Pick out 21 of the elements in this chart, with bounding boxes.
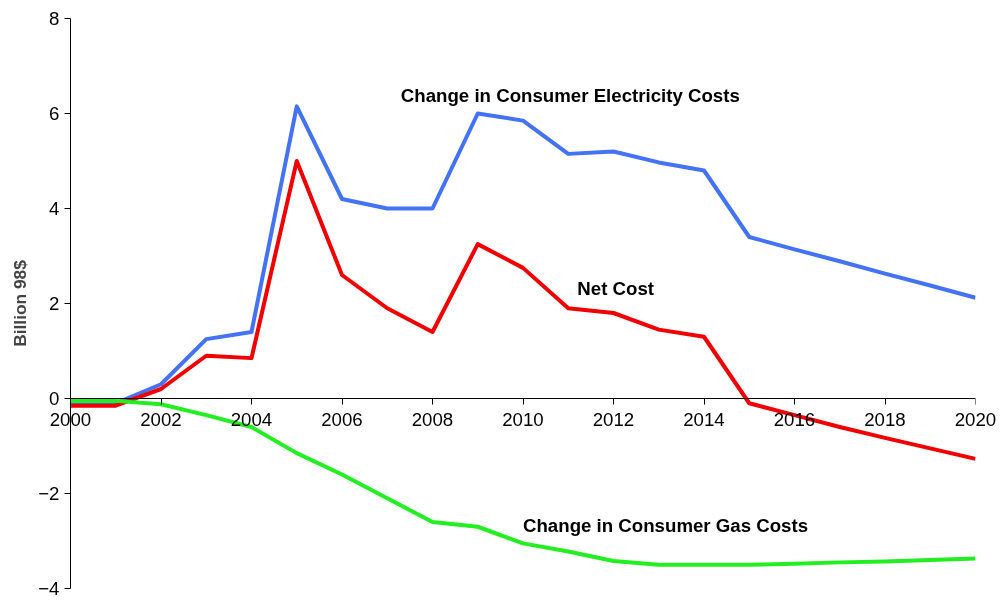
series-label: Change in Consumer Gas Costs	[523, 515, 809, 537]
y-tick-label: 2	[49, 293, 60, 314]
x-tick-label: 2010	[502, 408, 544, 430]
x-tick-label: 2008	[411, 408, 454, 430]
x-tick-label: 2014	[683, 408, 725, 430]
y-tick-label: 6	[49, 103, 60, 124]
x-tick-label: 2004	[230, 408, 273, 430]
x-tick-label: 2006	[321, 408, 363, 430]
text: Change in Consumer Electricity Costs	[400, 85, 740, 107]
line-series	[70, 104, 976, 406]
x-tick-label: 2012	[592, 408, 635, 430]
y-tick-label: 4	[49, 198, 60, 219]
x-tick-label: 2002	[140, 408, 182, 430]
series-label: Net Cost	[577, 277, 654, 299]
y-axis-title: Billion 98$	[10, 259, 31, 347]
y-tick-label: −4	[38, 578, 60, 599]
x-tick-label: 2020	[954, 408, 997, 430]
x-tick-label: 2018	[864, 408, 906, 430]
y-tick-label: −2	[38, 483, 60, 504]
y-tick-label: 8	[49, 8, 60, 29]
y-tick-label: 0	[49, 388, 60, 409]
